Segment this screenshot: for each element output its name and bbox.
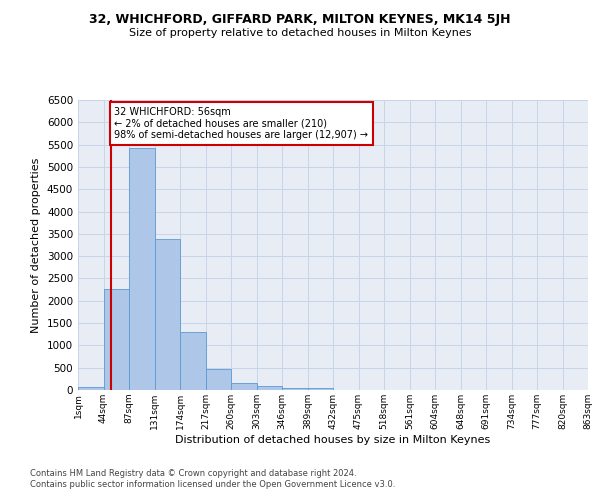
Bar bbox=[282, 388, 308, 390]
Bar bbox=[155, 239, 180, 390]
Text: Size of property relative to detached houses in Milton Keynes: Size of property relative to detached ho… bbox=[129, 28, 471, 38]
Y-axis label: Number of detached properties: Number of detached properties bbox=[31, 158, 41, 332]
Bar bbox=[104, 288, 129, 390]
Text: 32, WHICHFORD, GIFFARD PARK, MILTON KEYNES, MK14 5JH: 32, WHICHFORD, GIFFARD PARK, MILTON KEYN… bbox=[89, 12, 511, 26]
Bar bbox=[129, 148, 155, 390]
Bar bbox=[205, 368, 231, 390]
Bar bbox=[257, 386, 282, 390]
Bar bbox=[308, 388, 333, 390]
Bar bbox=[78, 387, 104, 390]
Text: 32 WHICHFORD: 56sqm
← 2% of detached houses are smaller (210)
98% of semi-detach: 32 WHICHFORD: 56sqm ← 2% of detached hou… bbox=[115, 106, 368, 140]
Bar bbox=[231, 382, 257, 390]
X-axis label: Distribution of detached houses by size in Milton Keynes: Distribution of detached houses by size … bbox=[175, 434, 491, 444]
Bar bbox=[180, 332, 205, 390]
Text: Contains public sector information licensed under the Open Government Licence v3: Contains public sector information licen… bbox=[30, 480, 395, 489]
Text: Contains HM Land Registry data © Crown copyright and database right 2024.: Contains HM Land Registry data © Crown c… bbox=[30, 468, 356, 477]
